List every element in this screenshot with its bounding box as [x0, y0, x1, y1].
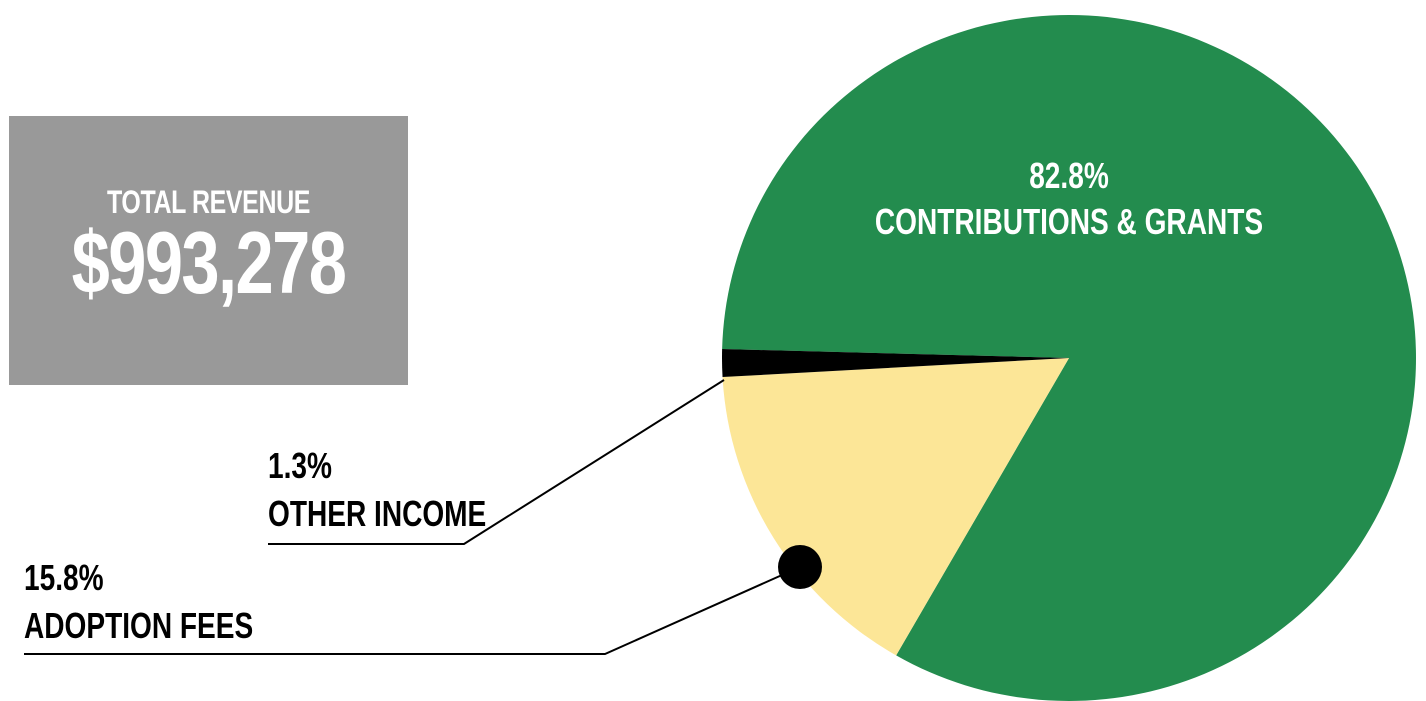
- pie-slice-other-income: [721, 349, 1069, 378]
- slice-label-adoption-fees: ADOPTION FEES: [24, 606, 253, 646]
- leader-dot-adoption-fees: [778, 545, 822, 589]
- leader-line-other-income: [268, 379, 725, 545]
- total-revenue-box: TOTAL REVENUE $993,278: [9, 116, 408, 385]
- slice-value-other-income: 1.3%: [268, 446, 332, 486]
- total-revenue-label: TOTAL REVENUE: [107, 184, 310, 220]
- leader-line-adoption-fees: [24, 566, 801, 655]
- slice-value-adoption-fees: 15.8%: [24, 558, 104, 598]
- total-revenue-value: $993,278: [71, 213, 347, 312]
- slice-value-contributions-grants: 82.8%: [1029, 156, 1109, 196]
- pie-slice-contributions-grants: [722, 15, 1416, 701]
- slice-label-contributions-grants: CONTRIBUTIONS & GRANTS: [875, 202, 1263, 242]
- slice-label-other-income: OTHER INCOME: [268, 494, 486, 534]
